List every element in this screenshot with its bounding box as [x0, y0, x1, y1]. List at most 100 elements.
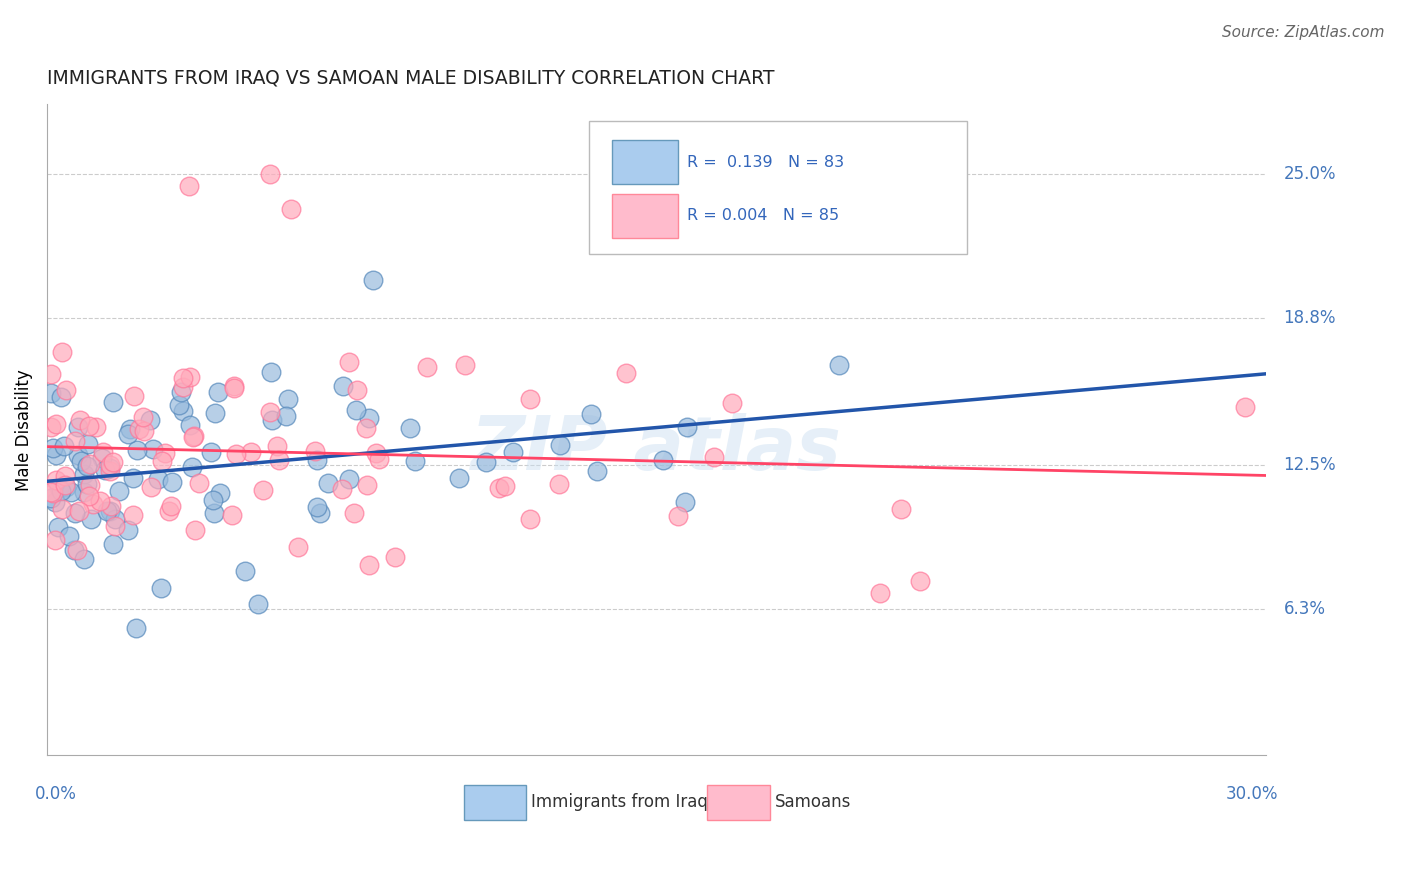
Point [139, 480, 162, 494]
Point [239, 444, 262, 458]
Point [519, 392, 541, 407]
Text: 25.0%: 25.0% [1284, 165, 1336, 183]
Point [39, 491, 62, 505]
Point [274, 409, 297, 423]
Point [149, 581, 172, 595]
Point [39, 420, 62, 434]
Point [869, 585, 891, 599]
Point [172, 371, 194, 385]
Point [69, 413, 91, 427]
Point [167, 398, 190, 412]
Point [72, 484, 94, 499]
Point [96, 503, 118, 517]
Point [181, 430, 204, 444]
FancyBboxPatch shape [613, 194, 678, 238]
Point [494, 479, 516, 493]
Text: 18.8%: 18.8% [1284, 310, 1336, 327]
Point [356, 477, 378, 491]
Point [160, 499, 183, 513]
FancyBboxPatch shape [589, 120, 967, 254]
Point [150, 453, 173, 467]
Point [121, 471, 143, 485]
Point [120, 422, 142, 436]
Point [45, 417, 67, 431]
Point [66, 448, 89, 462]
Point [172, 404, 194, 418]
Point [155, 446, 177, 460]
Point [357, 558, 380, 573]
Point [188, 476, 211, 491]
Point [366, 446, 388, 460]
Point [221, 508, 243, 522]
Point [447, 470, 470, 484]
Point [132, 424, 155, 438]
Text: 12.5%: 12.5% [1284, 456, 1336, 474]
Point [122, 508, 145, 523]
Point [652, 452, 675, 467]
Point [259, 405, 281, 419]
Point [63, 543, 86, 558]
Point [44, 533, 66, 548]
Point [179, 369, 201, 384]
Point [519, 512, 541, 526]
Point [39, 385, 62, 400]
Point [890, 502, 912, 516]
Point [70, 454, 93, 468]
Point [45, 473, 67, 487]
Point [125, 443, 148, 458]
Point [55, 383, 77, 397]
Point [259, 167, 281, 181]
Point [103, 537, 125, 551]
Point [267, 453, 290, 467]
Text: R =  0.139   N = 83: R = 0.139 N = 83 [686, 155, 844, 169]
Point [142, 442, 165, 457]
Point [76, 437, 98, 451]
Point [277, 392, 299, 407]
Point [225, 447, 247, 461]
Point [183, 523, 205, 537]
Point [104, 519, 127, 533]
Point [90, 451, 112, 466]
Point [148, 472, 170, 486]
Point [586, 464, 609, 478]
Point [359, 410, 381, 425]
Point [103, 394, 125, 409]
Point [488, 481, 510, 495]
Point [266, 439, 288, 453]
Point [91, 445, 114, 459]
Point [66, 419, 89, 434]
Point [94, 463, 117, 477]
Point [98, 504, 121, 518]
Point [77, 419, 100, 434]
Point [89, 494, 111, 508]
Point [125, 621, 148, 635]
Point [287, 541, 309, 555]
Point [316, 475, 339, 490]
Point [132, 410, 155, 425]
Point [101, 455, 124, 469]
Point [42, 486, 65, 500]
Point [180, 459, 202, 474]
Point [384, 549, 406, 564]
Point [179, 418, 201, 433]
Point [98, 461, 121, 475]
Point [344, 403, 367, 417]
Point [280, 202, 302, 216]
Point [260, 413, 283, 427]
Point [51, 345, 73, 359]
Point [260, 365, 283, 379]
Text: 6.3%: 6.3% [1284, 600, 1326, 618]
Point [721, 396, 744, 410]
Point [117, 427, 139, 442]
Point [49, 483, 72, 498]
Point [73, 467, 96, 481]
Point [52, 439, 75, 453]
Point [46, 519, 69, 533]
Point [363, 273, 385, 287]
Point [42, 441, 65, 455]
Point [910, 574, 932, 588]
Point [1234, 400, 1257, 414]
Point [117, 523, 139, 537]
Point [332, 379, 354, 393]
Point [65, 434, 87, 449]
